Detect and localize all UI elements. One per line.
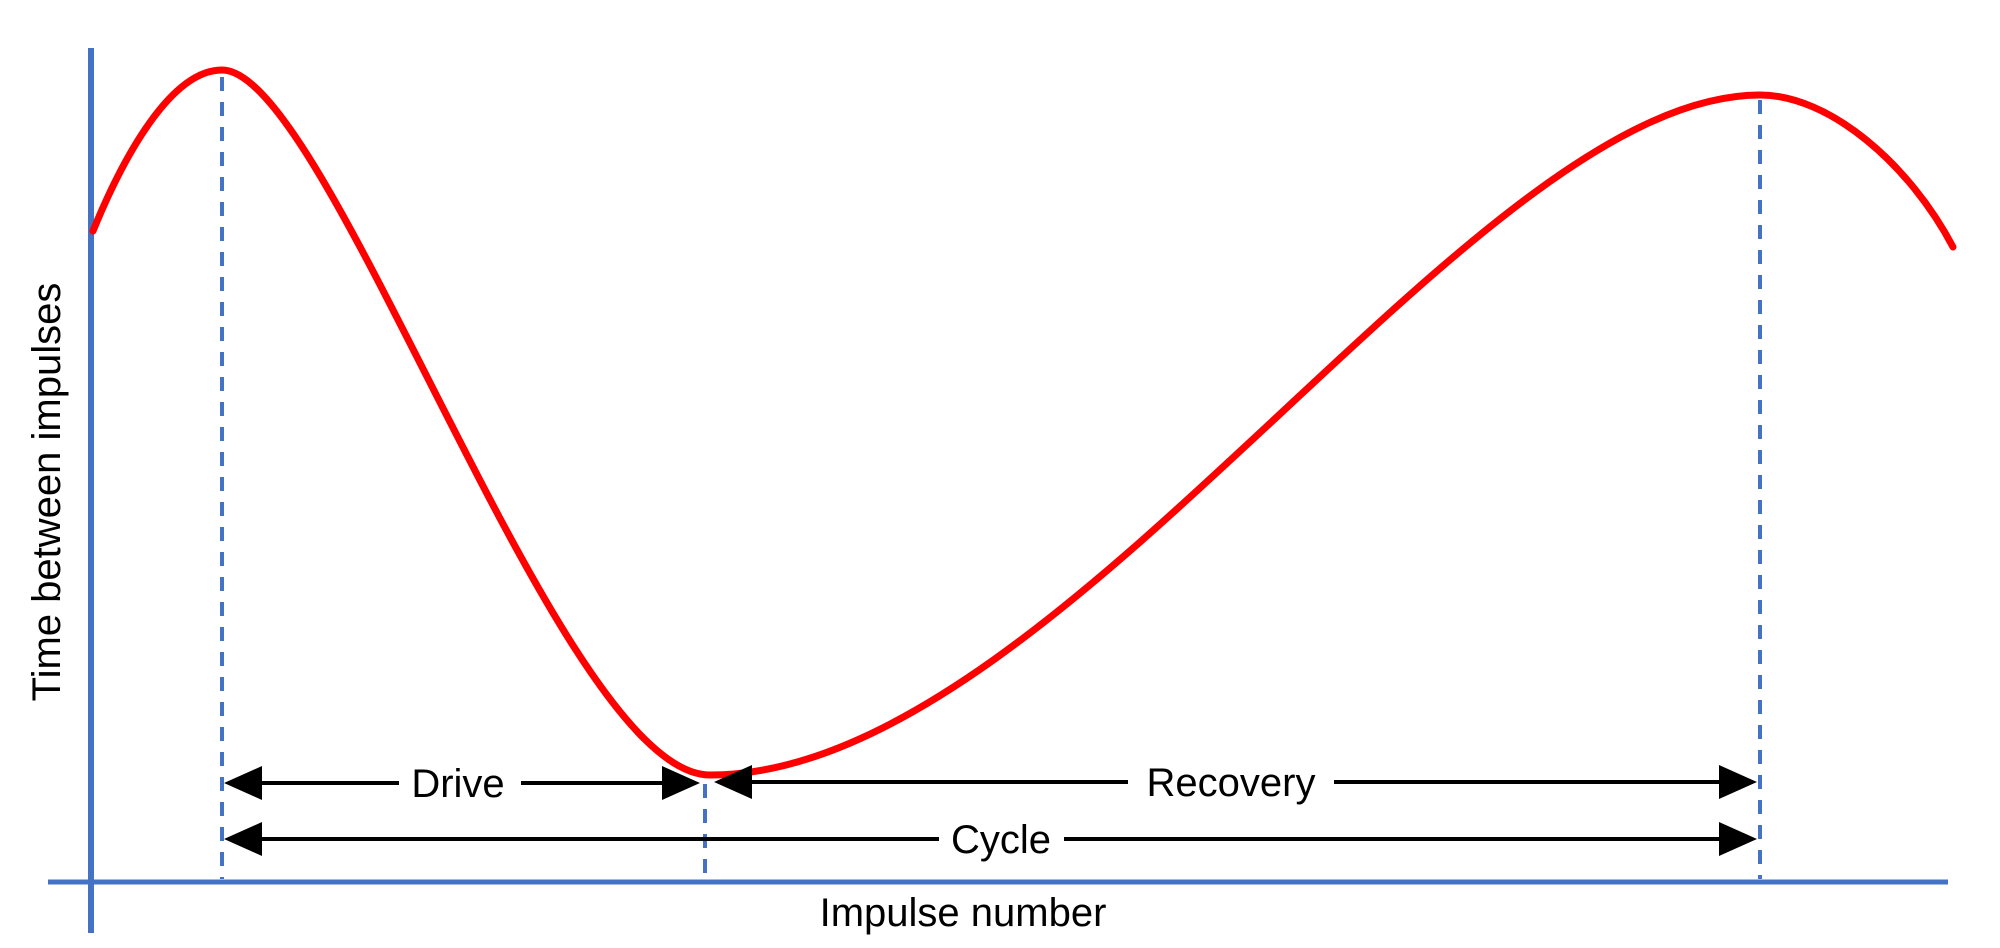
drive-arrow-head-right [662,766,700,800]
y-axis-label: Time between impulses [25,283,69,702]
drive-arrow-head-left [224,766,262,800]
cycle-label: Cycle [951,818,1051,862]
drive-label: Drive [411,762,504,806]
impulse-curve [89,66,1957,779]
recovery-arrow-head-right [1719,765,1757,799]
cycle-arrow-head-right [1719,822,1757,856]
recovery-label: Recovery [1147,761,1316,805]
x-axis-label: Impulse number [820,891,1107,935]
cycle-arrow-head-left [224,822,262,856]
recovery-arrow-head-left [714,765,752,799]
